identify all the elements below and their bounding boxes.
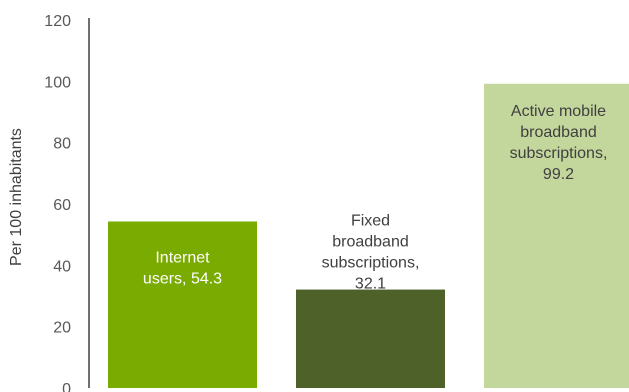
data-label-line: subscriptions, [322, 255, 420, 272]
data-label-line: broadband [520, 124, 597, 141]
y-tick-label: 20 [53, 320, 71, 337]
bar [296, 289, 445, 388]
data-label: Internet users, 54.3 [143, 249, 222, 287]
y-axis-label: Per 100 inhabitants [8, 128, 25, 266]
y-tick-label: 100 [44, 74, 71, 91]
bar [108, 221, 257, 388]
data-label-line: broadband [332, 234, 409, 251]
data-label: Fixed broadband subscriptions, 32.1 [322, 213, 420, 293]
y-tick-label: 120 [44, 13, 71, 30]
data-label-line: Fixed [351, 213, 390, 230]
y-axis-ticks: 0 20 40 60 80 100 120 [44, 13, 71, 392]
data-label-line: users, 54.3 [143, 270, 222, 287]
y-tick-label: 0 [62, 381, 71, 392]
data-label-line: subscriptions, [510, 145, 608, 162]
y-tick-label: 40 [53, 258, 71, 275]
data-label-line: Active mobile [511, 103, 606, 120]
data-label-line: 99.2 [543, 166, 574, 183]
data-labels-group: Internet users, 54.3 Fixed broadband subscri… [143, 103, 607, 293]
data-label-line: 32.1 [355, 276, 386, 293]
y-tick-label: 80 [53, 136, 71, 153]
data-label-line: Internet [155, 249, 210, 266]
bars-group [108, 83, 629, 388]
y-tick-label: 60 [53, 197, 71, 214]
data-label: Active mobile broadband subscriptions, 99.2 [510, 103, 608, 183]
bar [484, 83, 629, 388]
